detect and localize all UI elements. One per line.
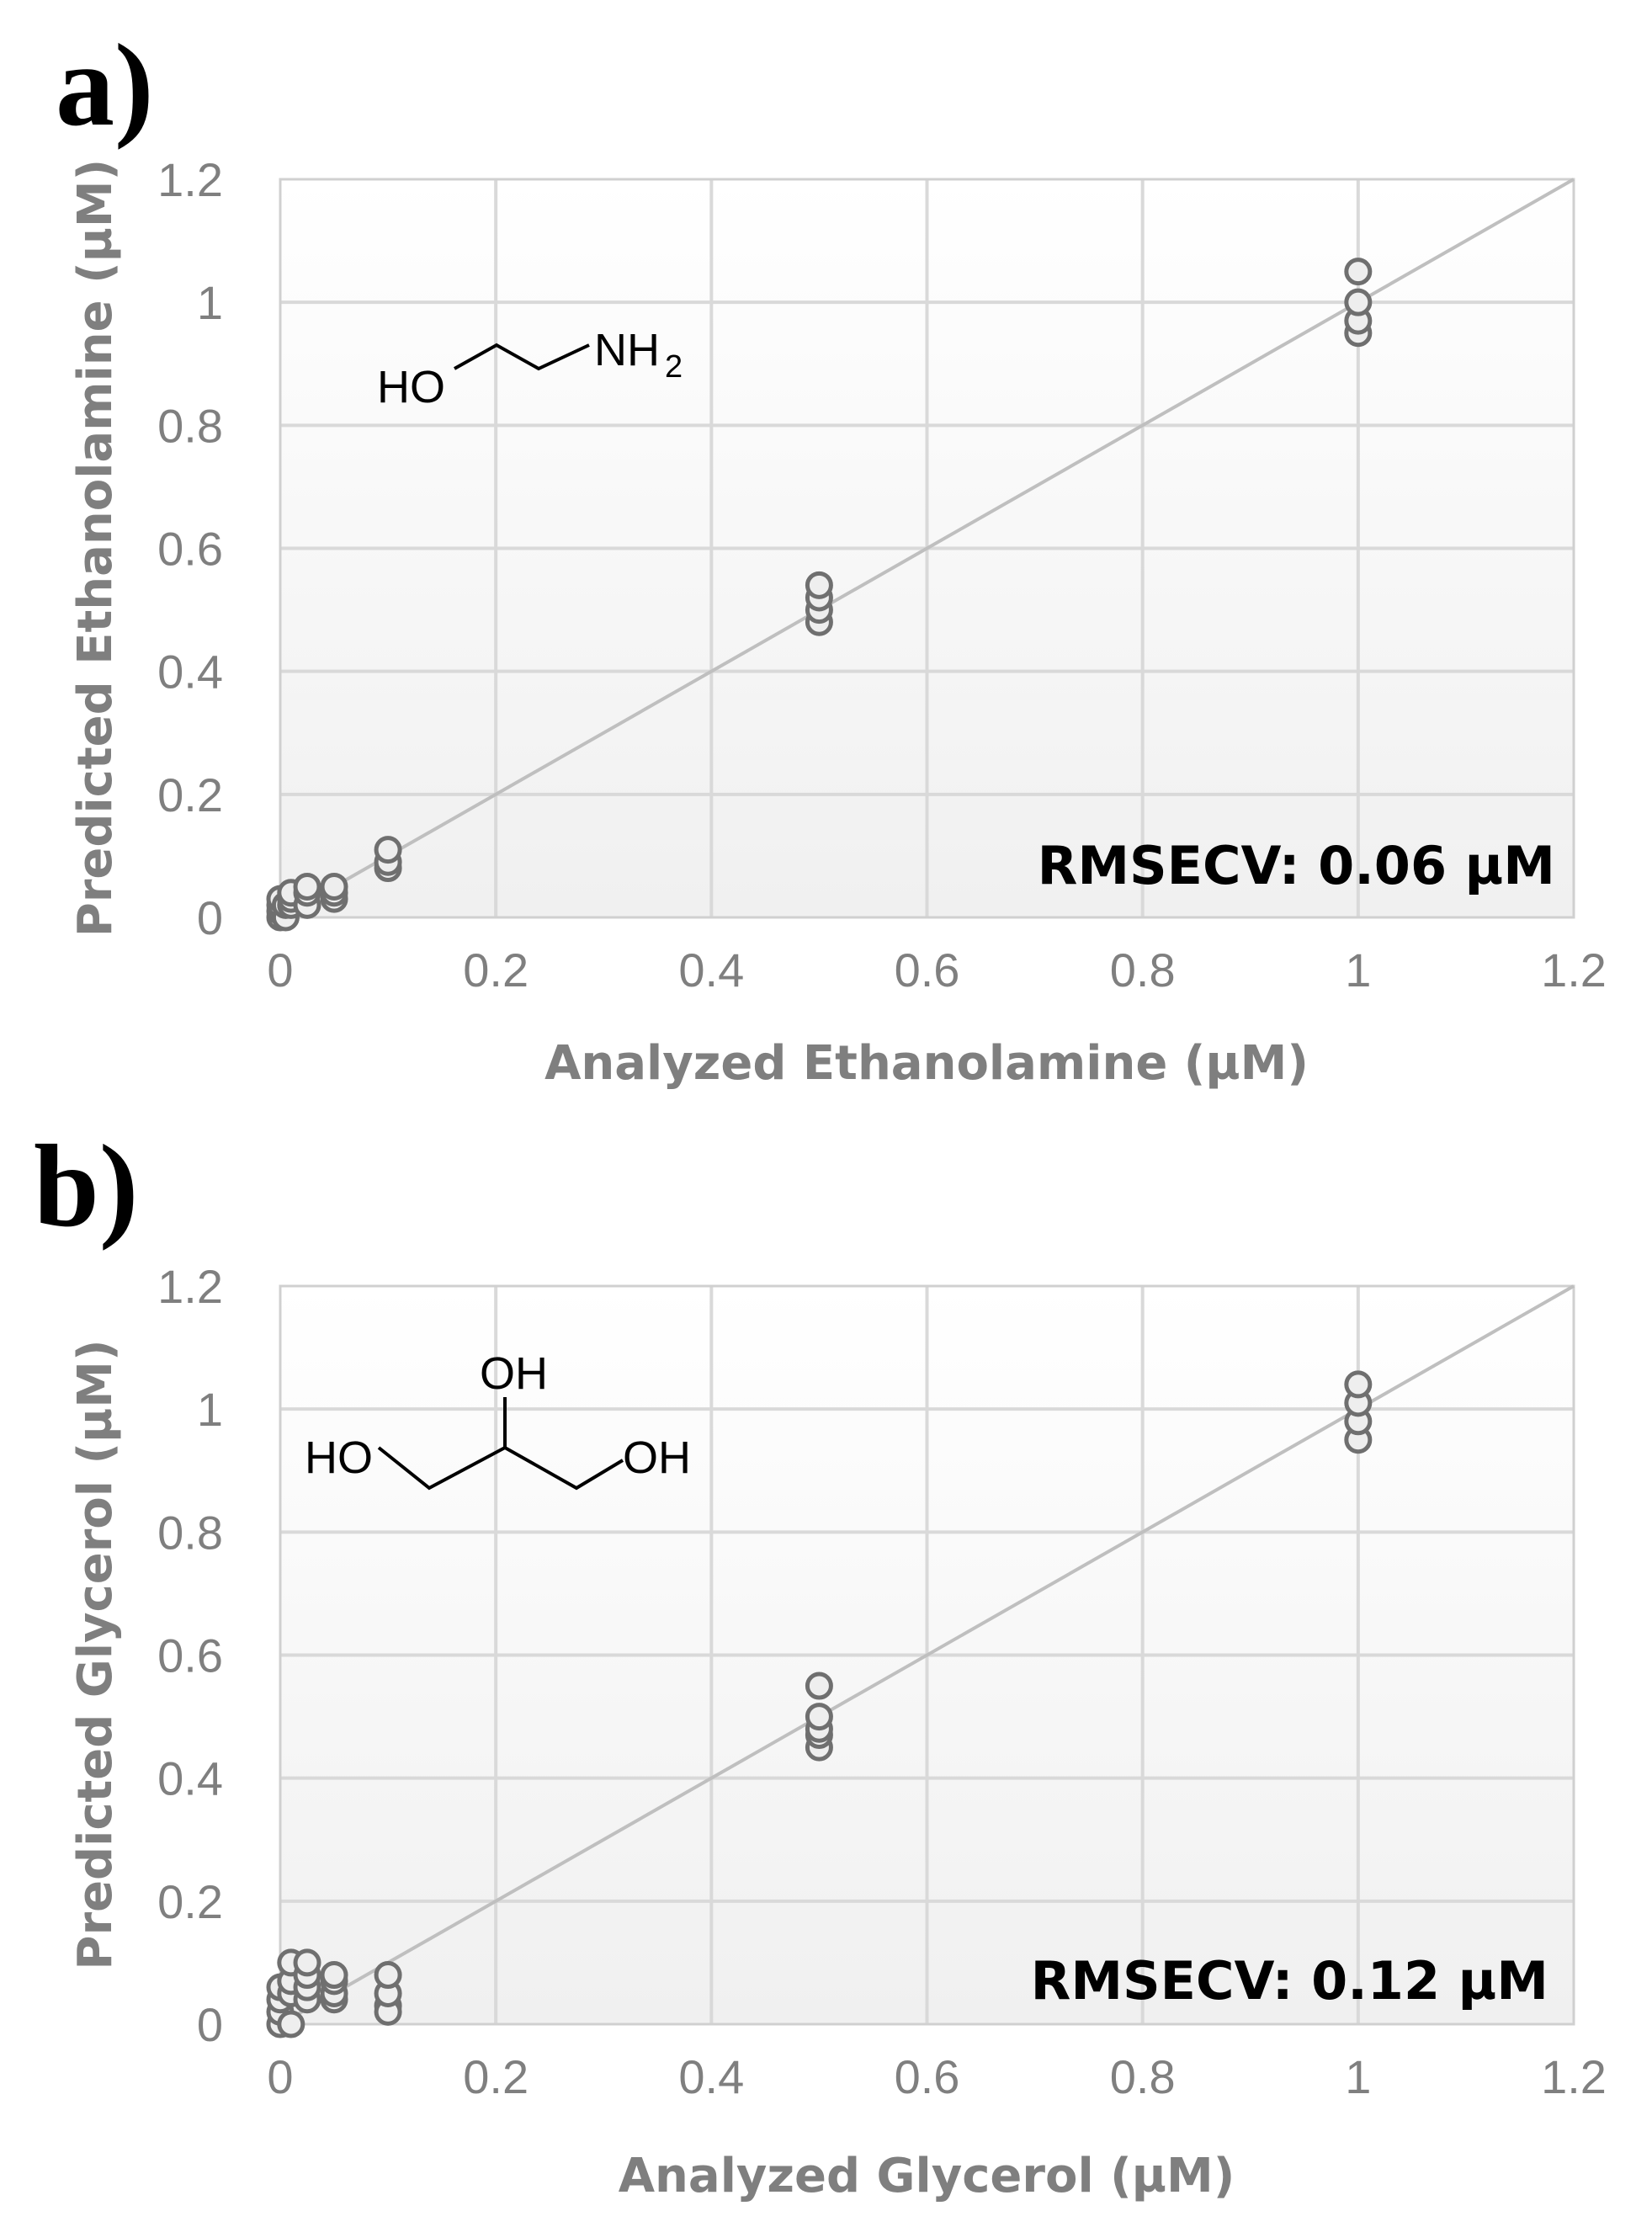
panel-a-y-tick-label: 0.4 <box>157 646 223 699</box>
panel-b-y-tick-label: 1.2 <box>157 1260 223 1313</box>
glycerol-ho-left-label: HO <box>305 1432 373 1483</box>
panel-b-x-tick-label: 0.6 <box>895 2050 960 2103</box>
glycerol-structure: OH HO OH <box>305 1348 691 1491</box>
panel-a-frame <box>279 178 1575 919</box>
panel-a-data-point <box>320 872 348 901</box>
panel-b-x-ticks: 0 0.2 0.4 0.6 0.8 1 1.2 <box>267 2050 1607 2103</box>
glycerol-oh-right-label: OH <box>623 1432 691 1483</box>
panel-a-rmsecv-annotation: RMSECV: 0.06 µM <box>1038 835 1555 896</box>
panel-b-x-tick-label: 0 <box>267 2050 293 2103</box>
panel-a-y-tick-label: 1 <box>197 276 223 329</box>
panel-b-y-tick-label: 0.8 <box>157 1506 223 1559</box>
panel-a-data-point <box>1344 258 1373 286</box>
panel-a-x-tick-label: 0.4 <box>678 943 744 997</box>
panel-a-label: a) <box>56 20 154 151</box>
panel-b-frame <box>279 1284 1575 2026</box>
panel-b-y-tick-label: 0.2 <box>157 1875 223 1928</box>
panel-b-x-tick-label: 1.2 <box>1541 2050 1607 2103</box>
panel-a-y-tick-label: 0.8 <box>157 399 223 452</box>
panel-b-label: b) <box>34 1121 138 1252</box>
ethanolamine-subscript-label: 2 <box>665 349 683 385</box>
panel-b-y-axis-title: Predicted Glycerol (µM) <box>68 1339 123 1969</box>
panel-a-x-tick-label: 0 <box>267 943 293 997</box>
panel-b-x-tick-label: 1 <box>1345 2050 1371 2103</box>
panel-b-points <box>266 1370 1373 2038</box>
glycerol-oh-top-label: OH <box>480 1348 548 1399</box>
panel-b-x-axis-title: Analyzed Glycerol (µM) <box>619 2149 1235 2203</box>
panel-b-data-point <box>805 1672 833 1700</box>
panel-a-data-point <box>293 872 321 901</box>
panel-b-x-tick-label: 0.4 <box>678 2050 744 2103</box>
panel-b-data-point <box>320 1961 348 1990</box>
panel-b-data-point <box>374 1961 402 1990</box>
panel-a-y-axis-title: Predicted Ethanolamine (µM) <box>68 159 123 937</box>
panel-b-chart: b) 0 0.2 0.4 0.6 0.8 1 1.2 0 0.2 0.4 0.6 0.8 1 1.2 A… <box>34 1121 1607 2203</box>
panel-a-data-point <box>374 836 402 864</box>
panel-b-y-tick-label: 1 <box>197 1383 223 1436</box>
panel-a-data-point <box>1344 288 1373 316</box>
ethanolamine-structure: HO NH 2 <box>377 325 683 412</box>
panel-b-y-tick-label: 0.4 <box>157 1752 223 1805</box>
panel-a-y-tick-label: 1.2 <box>157 153 223 206</box>
panel-a-x-tick-label: 1.2 <box>1541 943 1607 997</box>
panel-a-points <box>266 258 1373 932</box>
panel-a-x-tick-label: 1 <box>1345 943 1371 997</box>
panel-b-data-point <box>293 1948 321 1977</box>
panel-b-y-ticks: 0 0.2 0.4 0.6 0.8 1 1.2 <box>157 1260 223 2051</box>
panel-b-rmsecv-annotation: RMSECV: 0.12 µM <box>1031 1950 1548 2012</box>
panel-a-data-point <box>805 571 833 599</box>
panel-b-x-tick-label: 0.2 <box>463 2050 529 2103</box>
panel-a-x-tick-label: 0.2 <box>463 943 529 997</box>
panel-b-x-tick-label: 0.8 <box>1110 2050 1176 2103</box>
panel-b-y-tick-label: 0.6 <box>157 1629 223 1682</box>
panel-a-y-tick-label: 0 <box>197 891 223 944</box>
panel-a-x-axis-title: Analyzed Ethanolamine (µM) <box>544 1036 1309 1091</box>
panel-a-x-ticks: 0 0.2 0.4 0.6 0.8 1 1.2 <box>267 943 1607 997</box>
panel-a-y-tick-label: 0.6 <box>157 523 223 576</box>
panel-a-y-ticks: 0 0.2 0.4 0.6 0.8 1 1.2 <box>157 153 223 944</box>
panel-b-y-tick-label: 0 <box>197 1998 223 2051</box>
panel-a-x-tick-label: 0.6 <box>895 943 960 997</box>
panel-b-data-point <box>1344 1370 1373 1399</box>
panel-a-x-tick-label: 0.8 <box>1110 943 1176 997</box>
panel-b-data-point <box>805 1703 833 1731</box>
ethanolamine-nh-label: NH <box>594 325 660 375</box>
panel-a-y-tick-label: 0.2 <box>157 768 223 821</box>
panel-b-data-point <box>277 2010 305 2038</box>
panel-a-chart: a) 0 0.2 0.4 0.6 0.8 1 1.2 0 0.2 0.4 0.6 0.8 1 1.2 A… <box>56 20 1607 1091</box>
ethanolamine-ho-label: HO <box>377 362 445 412</box>
